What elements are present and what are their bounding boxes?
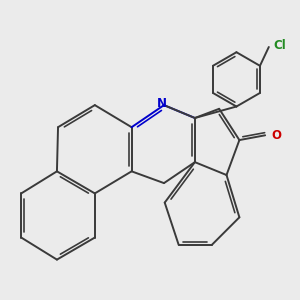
Text: Cl: Cl [274,39,286,52]
Text: O: O [271,129,281,142]
Text: N: N [157,97,167,110]
